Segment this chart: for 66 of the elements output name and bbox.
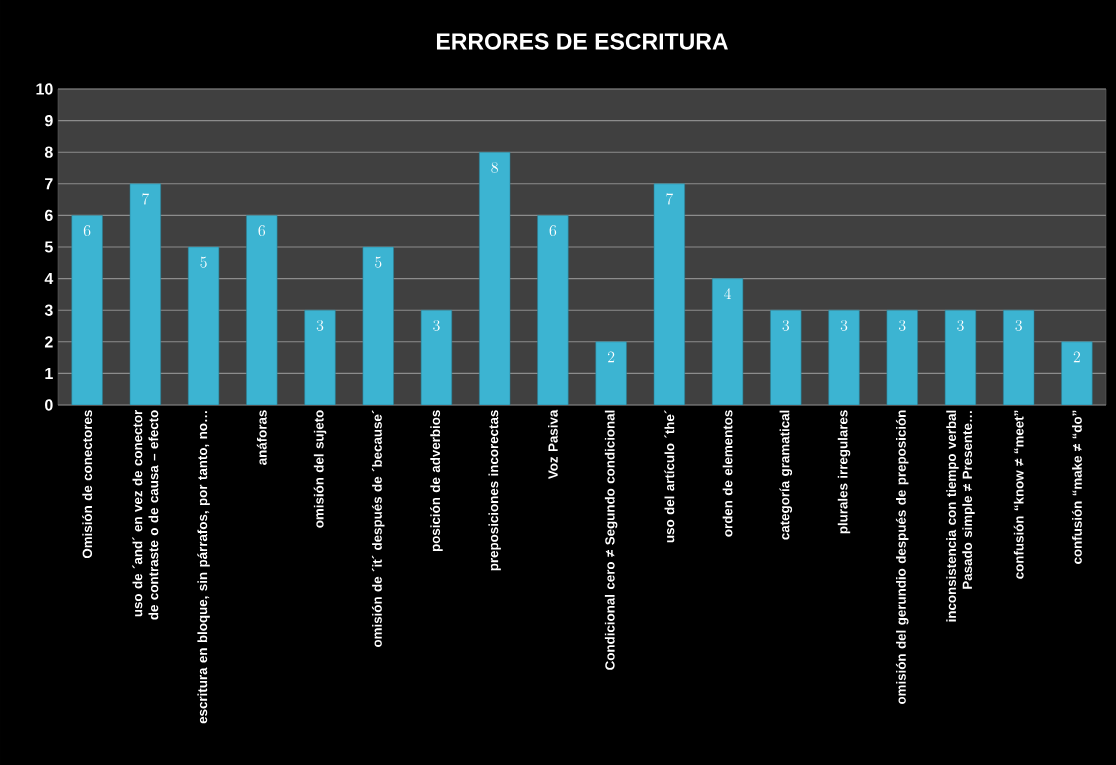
y-tick-label: 10 (36, 83, 53, 95)
data-label: 5 (200, 256, 207, 268)
y-tick-label: 5 (44, 241, 53, 253)
bar (362, 246, 394, 405)
data-label: 8 (491, 161, 498, 173)
x-tick-label: escritura en bloque, sin párrafos, por tanto, no… (197, 411, 210, 724)
data-label: 6 (83, 225, 91, 237)
bar (1003, 309, 1035, 405)
data-label: 3 (898, 319, 906, 331)
x-tick-label: plurales irregulares (837, 410, 851, 534)
data-label: 3 (433, 319, 440, 331)
data-label: 2 (1073, 351, 1081, 363)
data-label: 6 (549, 225, 557, 237)
x-tick-label: Condicional cero ≠ Segundo condicional (604, 410, 618, 670)
y-tick-label: 2 (44, 336, 53, 348)
x-tick-label: uso de ´and´ en vez de conector de contraste o de causa – efecto (132, 409, 159, 620)
y-tick-label: 8 (44, 146, 53, 158)
bar (711, 278, 744, 405)
x-tick-label: confusión “know ≠ “meet” (1013, 410, 1024, 579)
bar (1061, 341, 1093, 405)
x-tick-label: confusión “make ≠ “do” (1071, 410, 1082, 564)
bar (187, 246, 220, 405)
bar (537, 215, 569, 405)
data-label: 3 (1015, 319, 1022, 331)
y-tick-label: 6 (44, 209, 53, 222)
bar (944, 309, 977, 405)
x-tick-label: Omisión de conectores (82, 410, 93, 559)
x-tick-label: preposiciones incorectas (488, 410, 501, 571)
x-tick-label: anáforas (256, 410, 267, 465)
bar (420, 309, 453, 405)
y-tick-label: 7 (45, 178, 53, 190)
bar (246, 215, 278, 405)
data-label: 6 (258, 225, 266, 237)
x-tick-label: orden de elementos (722, 410, 733, 537)
x-tick-label: categoría gramatical (779, 410, 793, 540)
x-tick-label: omisión del sujeto (313, 410, 327, 528)
x-tick-label: inconsistencia con tiempo verbal Pasado simple ≠ Presente… (946, 410, 975, 622)
bar (653, 183, 685, 405)
x-tick-label: omisión del gerundio después de preposición (895, 410, 909, 705)
data-label: 5 (375, 256, 382, 268)
y-tick-label: 4 (44, 273, 54, 285)
bar (886, 309, 918, 405)
y-tick-label: 1 (45, 367, 53, 379)
bar (304, 309, 336, 405)
bar (828, 309, 860, 405)
y-tick-label: 9 (44, 114, 53, 127)
data-label: 3 (840, 319, 848, 331)
data-label: 2 (607, 351, 615, 363)
chart-title: ERRORES DE ESCRITURA (436, 33, 728, 50)
x-tick-label: posición de adverbios (430, 410, 443, 552)
x-tick-label: uso del artículo ´the´ (664, 410, 675, 543)
x-tick-label: Voz Pasiva (548, 409, 558, 480)
bar (479, 151, 511, 405)
bar (770, 309, 802, 405)
x-tick-label: omisión de ´it´ después de ´because´ (371, 410, 385, 648)
y-tick-label: 3 (44, 304, 53, 316)
data-label: 7 (666, 193, 674, 205)
y-tick-label: 0 (45, 399, 53, 411)
bar (595, 341, 627, 405)
data-label: 3 (957, 319, 964, 331)
data-label: 3 (782, 319, 790, 331)
data-label: 7 (142, 193, 150, 205)
data-label: 4 (724, 288, 732, 299)
bar (71, 215, 103, 405)
bar (129, 183, 161, 405)
data-label: 3 (316, 319, 324, 331)
